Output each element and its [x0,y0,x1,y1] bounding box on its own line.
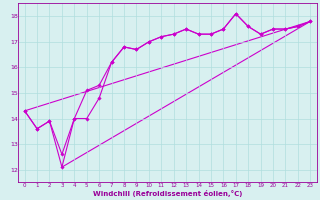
X-axis label: Windchill (Refroidissement éolien,°C): Windchill (Refroidissement éolien,°C) [93,190,242,197]
